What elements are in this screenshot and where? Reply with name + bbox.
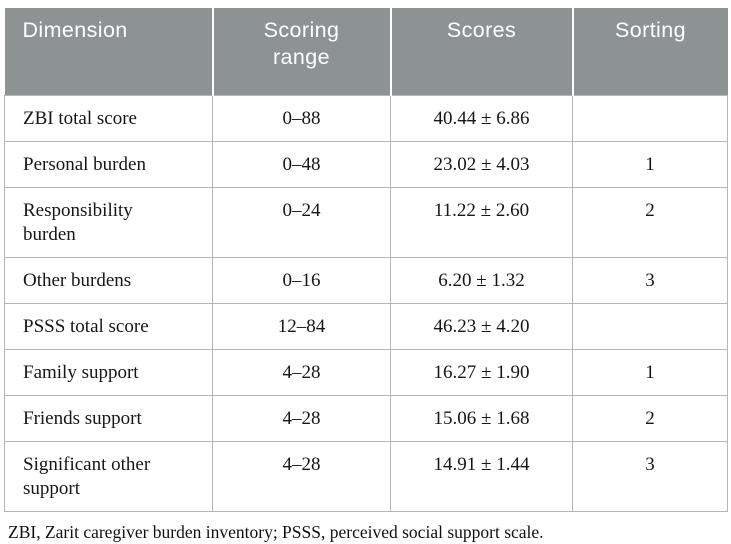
cell-dimension: Responsibility burden [4, 187, 213, 258]
cell-scores: 15.06 ± 1.68 [390, 395, 573, 442]
cell-scoring-range: 4–28 [212, 441, 391, 512]
cell-sorting: 2 [572, 395, 728, 442]
cell-scores: 23.02 ± 4.03 [390, 141, 573, 188]
header-row: Dimension Scoring range Scores Sorting [4, 8, 728, 96]
cell-sorting [572, 95, 728, 142]
cell-scores: 6.20 ± 1.32 [390, 257, 573, 304]
table-row: Responsibility burden 0–24 11.22 ± 2.60 … [4, 187, 728, 258]
dimension-scores-table: Dimension Scoring range Scores Sorting Z… [4, 8, 728, 512]
cell-scoring-range: 0–24 [212, 187, 391, 258]
table-row: Other burdens 0–16 6.20 ± 1.32 3 [4, 257, 728, 304]
cell-scoring-range: 4–28 [212, 395, 391, 442]
table-body: ZBI total score 0–88 40.44 ± 6.86 Person… [4, 95, 728, 512]
cell-sorting: 2 [572, 187, 728, 258]
table-row: PSSS total score 12–84 46.23 ± 4.20 [4, 303, 728, 350]
column-header-scores: Scores [390, 8, 574, 96]
cell-scores: 14.91 ± 1.44 [390, 441, 573, 512]
cell-dimension: Personal burden [4, 141, 213, 188]
cell-scoring-range: 0–88 [212, 95, 391, 142]
table-header: Dimension Scoring range Scores Sorting [4, 8, 728, 96]
column-header-dimension: Dimension [4, 8, 214, 96]
cell-sorting: 1 [572, 349, 728, 396]
cell-dimension: PSSS total score [4, 303, 213, 350]
column-header-scoring-range: Scoring range [212, 8, 392, 96]
cell-dimension: Friends support [4, 395, 213, 442]
cell-sorting: 1 [572, 141, 728, 188]
cell-scores: 11.22 ± 2.60 [390, 187, 573, 258]
table-footnote: ZBI, Zarit caregiver burden inventory; P… [8, 522, 544, 542]
cell-dimension: Family support [4, 349, 213, 396]
table-row: ZBI total score 0–88 40.44 ± 6.86 [4, 95, 728, 142]
cell-dimension: ZBI total score [4, 95, 213, 142]
table-row: Significant other support 4–28 14.91 ± 1… [4, 441, 728, 512]
cell-dimension: Significant other support [4, 441, 213, 512]
table-row: Personal burden 0–48 23.02 ± 4.03 1 [4, 141, 728, 188]
cell-sorting [572, 303, 728, 350]
cell-scoring-range: 0–16 [212, 257, 391, 304]
table-row: Friends support 4–28 15.06 ± 1.68 2 [4, 395, 728, 442]
table-row: Family support 4–28 16.27 ± 1.90 1 [4, 349, 728, 396]
cell-scores: 40.44 ± 6.86 [390, 95, 573, 142]
cell-scoring-range: 12–84 [212, 303, 391, 350]
cell-sorting: 3 [572, 257, 728, 304]
cell-dimension: Other burdens [4, 257, 213, 304]
cell-scores: 46.23 ± 4.20 [390, 303, 573, 350]
cell-scoring-range: 0–48 [212, 141, 391, 188]
cell-scoring-range: 4–28 [212, 349, 391, 396]
cell-scores: 16.27 ± 1.90 [390, 349, 573, 396]
cell-sorting: 3 [572, 441, 728, 512]
column-header-sorting: Sorting [572, 8, 728, 96]
